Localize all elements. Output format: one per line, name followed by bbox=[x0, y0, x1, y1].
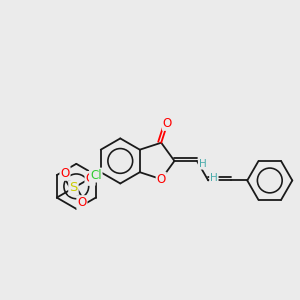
Text: O: O bbox=[157, 173, 166, 186]
Text: O: O bbox=[163, 117, 172, 130]
Text: O: O bbox=[60, 167, 70, 180]
Text: H: H bbox=[210, 172, 218, 183]
Text: H: H bbox=[199, 159, 206, 169]
Text: S: S bbox=[69, 182, 78, 194]
Text: Cl: Cl bbox=[90, 169, 102, 182]
Text: O: O bbox=[85, 172, 95, 185]
Text: O: O bbox=[77, 196, 86, 209]
